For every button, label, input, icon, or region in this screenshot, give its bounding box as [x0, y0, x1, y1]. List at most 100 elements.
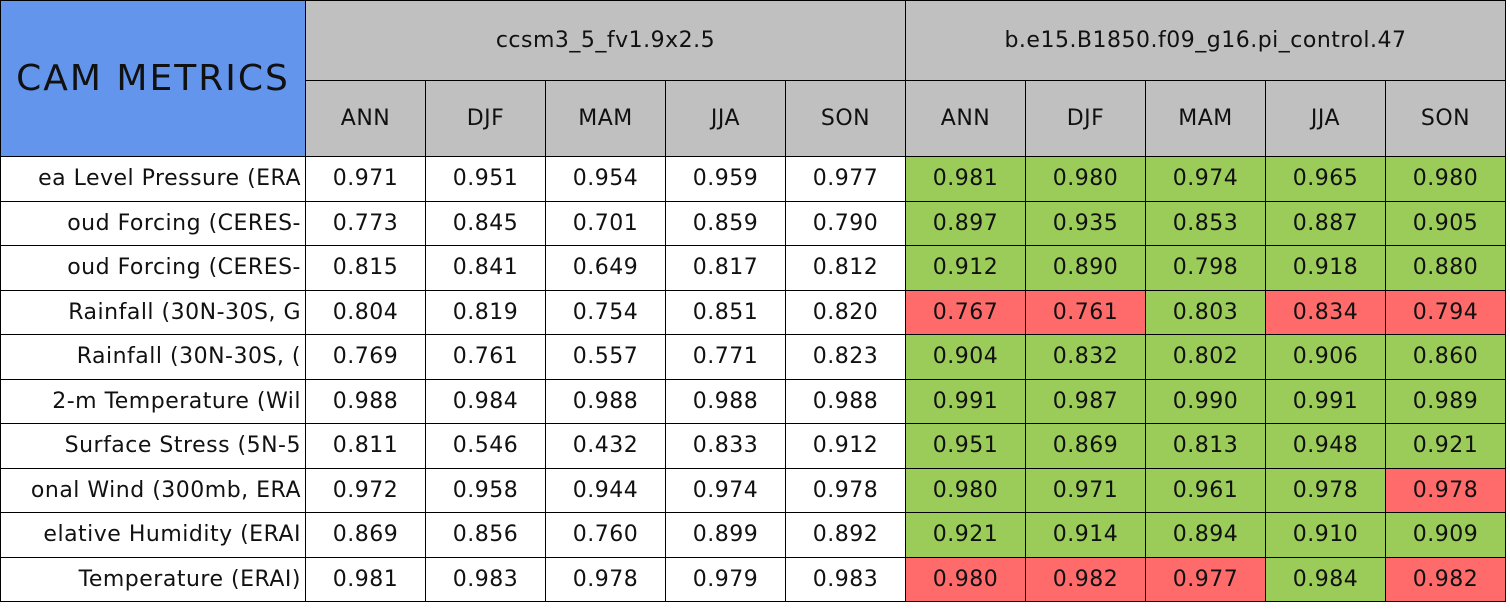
value-cell: 0.981 — [306, 557, 426, 602]
value-cell: 0.921 — [1386, 424, 1506, 469]
value-cell: 0.649 — [546, 246, 666, 291]
value-cell: 0.979 — [666, 557, 786, 602]
row-label: ea Level Pressure (ERA — [1, 157, 306, 202]
value-cell: 0.869 — [1026, 424, 1146, 469]
value-cell: 0.988 — [546, 379, 666, 424]
value-cell: 0.984 — [1266, 557, 1386, 602]
value-cell: 0.944 — [546, 468, 666, 513]
column-header: ANN — [306, 81, 426, 157]
value-cell: 0.980 — [1386, 157, 1506, 202]
value-cell: 0.819 — [426, 290, 546, 335]
row-label: onal Wind (300mb, ERA — [1, 468, 306, 513]
value-cell: 0.910 — [1266, 513, 1386, 558]
value-cell: 0.989 — [1386, 379, 1506, 424]
group-header: ccsm3_5_fv1.9x2.5 — [306, 1, 906, 81]
value-cell: 0.813 — [1146, 424, 1266, 469]
value-cell: 0.965 — [1266, 157, 1386, 202]
value-cell: 0.987 — [1026, 379, 1146, 424]
value-cell: 0.951 — [426, 157, 546, 202]
value-cell: 0.790 — [786, 201, 906, 246]
value-cell: 0.887 — [1266, 201, 1386, 246]
value-cell: 0.991 — [1266, 379, 1386, 424]
value-cell: 0.914 — [1026, 513, 1146, 558]
value-cell: 0.972 — [306, 468, 426, 513]
value-cell: 0.860 — [1386, 335, 1506, 380]
value-cell: 0.906 — [1266, 335, 1386, 380]
value-cell: 0.959 — [666, 157, 786, 202]
row-label: Temperature (ERAI) — [1, 557, 306, 602]
column-header: SON — [1386, 81, 1506, 157]
value-cell: 0.982 — [1026, 557, 1146, 602]
row-label: Rainfall (30N-30S, ( — [1, 335, 306, 380]
value-cell: 0.701 — [546, 201, 666, 246]
value-cell: 0.980 — [906, 557, 1026, 602]
row-label: oud Forcing (CERES- — [1, 201, 306, 246]
value-cell: 0.980 — [906, 468, 1026, 513]
value-cell: 0.557 — [546, 335, 666, 380]
value-cell: 0.978 — [1266, 468, 1386, 513]
value-cell: 0.773 — [306, 201, 426, 246]
value-cell: 0.974 — [1146, 157, 1266, 202]
value-cell: 0.904 — [906, 335, 1026, 380]
value-cell: 0.978 — [786, 468, 906, 513]
value-cell: 0.948 — [1266, 424, 1386, 469]
value-cell: 0.912 — [906, 246, 1026, 291]
value-cell: 0.546 — [426, 424, 546, 469]
value-cell: 0.760 — [546, 513, 666, 558]
value-cell: 0.958 — [426, 468, 546, 513]
value-cell: 0.880 — [1386, 246, 1506, 291]
value-cell: 0.918 — [1266, 246, 1386, 291]
column-header: JJA — [666, 81, 786, 157]
value-cell: 0.984 — [426, 379, 546, 424]
value-cell: 0.832 — [1026, 335, 1146, 380]
value-cell: 0.892 — [786, 513, 906, 558]
value-cell: 0.977 — [786, 157, 906, 202]
value-cell: 0.991 — [906, 379, 1026, 424]
value-cell: 0.894 — [1146, 513, 1266, 558]
value-cell: 0.815 — [306, 246, 426, 291]
value-cell: 0.845 — [426, 201, 546, 246]
value-cell: 0.432 — [546, 424, 666, 469]
column-header: SON — [786, 81, 906, 157]
value-cell: 0.794 — [1386, 290, 1506, 335]
row-label: elative Humidity (ERAI — [1, 513, 306, 558]
value-cell: 0.990 — [1146, 379, 1266, 424]
value-cell: 0.833 — [666, 424, 786, 469]
value-cell: 0.851 — [666, 290, 786, 335]
value-cell: 0.981 — [906, 157, 1026, 202]
column-header: MAM — [546, 81, 666, 157]
column-header: JJA — [1266, 81, 1386, 157]
value-cell: 0.974 — [666, 468, 786, 513]
title-cell: CAM METRICS — [1, 1, 306, 157]
value-cell: 0.980 — [1026, 157, 1146, 202]
value-cell: 0.820 — [786, 290, 906, 335]
value-cell: 0.983 — [786, 557, 906, 602]
value-cell: 0.761 — [426, 335, 546, 380]
value-cell: 0.909 — [1386, 513, 1506, 558]
value-cell: 0.921 — [906, 513, 1026, 558]
value-cell: 0.761 — [1026, 290, 1146, 335]
value-cell: 0.978 — [546, 557, 666, 602]
value-cell: 0.754 — [546, 290, 666, 335]
value-cell: 0.767 — [906, 290, 1026, 335]
value-cell: 0.798 — [1146, 246, 1266, 291]
value-cell: 0.977 — [1146, 557, 1266, 602]
value-cell: 0.802 — [1146, 335, 1266, 380]
value-cell: 0.951 — [906, 424, 1026, 469]
value-cell: 0.905 — [1386, 201, 1506, 246]
value-cell: 0.834 — [1266, 290, 1386, 335]
value-cell: 0.859 — [666, 201, 786, 246]
value-cell: 0.853 — [1146, 201, 1266, 246]
row-label: Rainfall (30N-30S, G — [1, 290, 306, 335]
value-cell: 0.811 — [306, 424, 426, 469]
value-cell: 0.912 — [786, 424, 906, 469]
column-header: DJF — [1026, 81, 1146, 157]
value-cell: 0.988 — [306, 379, 426, 424]
column-header: ANN — [906, 81, 1026, 157]
value-cell: 0.823 — [786, 335, 906, 380]
column-header: MAM — [1146, 81, 1266, 157]
value-cell: 0.988 — [666, 379, 786, 424]
value-cell: 0.971 — [306, 157, 426, 202]
value-cell: 0.983 — [426, 557, 546, 602]
